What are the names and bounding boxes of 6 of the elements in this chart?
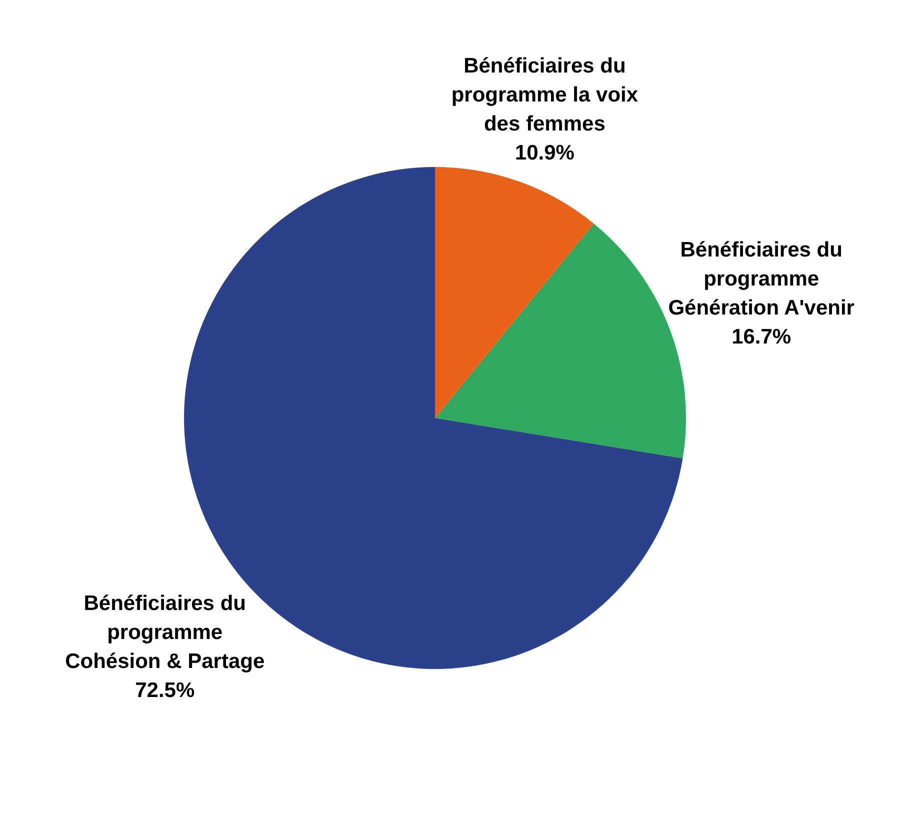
data-label: 16.7%: [732, 326, 792, 349]
data-label: 10.9%: [514, 141, 575, 164]
slice-label: Bénéficiaires du programme Cohésion & Partage: [65, 592, 265, 673]
slice-label: Bénéficiaires du programme la voix des femmes: [451, 54, 638, 136]
slice-label: Bénéficiaires du programme Génération A'venir: [668, 238, 854, 320]
data-label: 72.5%: [135, 678, 195, 702]
